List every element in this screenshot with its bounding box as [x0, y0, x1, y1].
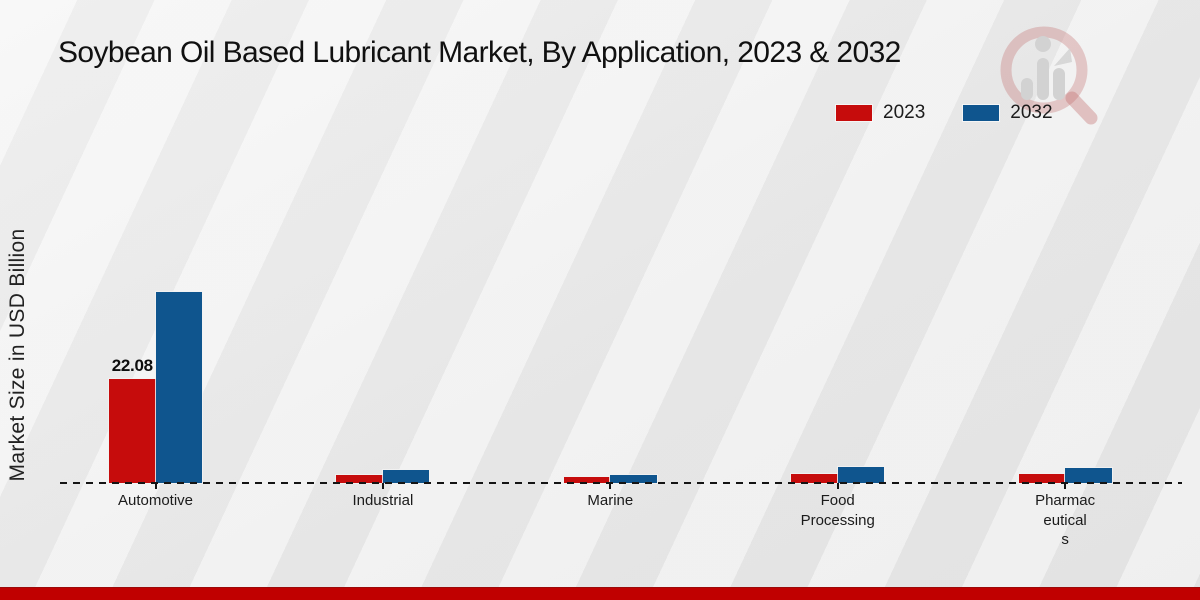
x-axis-baseline — [60, 482, 1182, 484]
bar-2023-marine — [563, 477, 611, 483]
bar-2032-pharmaceuticals — [1065, 467, 1112, 483]
bar-2023-pharmaceuticals — [1018, 474, 1066, 483]
x-axis-tick-automotive — [154, 483, 157, 489]
bar-2032-industrial — [382, 469, 430, 483]
legend-swatch-2032 — [963, 105, 1000, 121]
legend: 2023 2032 — [836, 102, 1053, 124]
x-axis-label-automotive: Automotive — [81, 491, 231, 511]
x-axis-tick-industrial — [381, 483, 384, 489]
x-axis-label-food-processing: Food Processing — [763, 491, 913, 530]
x-axis-label-line: Pharmac — [1035, 492, 1096, 509]
x-axis-label-line: Industrial — [352, 492, 414, 509]
x-axis-label-line: Marine — [587, 492, 634, 509]
x-axis-label-pharmaceuticals: Pharmac eutical s — [990, 491, 1140, 550]
watermark-magnifier-logo — [1000, 26, 1098, 125]
y-axis-title: Market Size in USD Billion — [6, 228, 29, 482]
legend-item-2032: 2032 — [963, 102, 1053, 124]
x-axis-label-line: eutical — [1043, 511, 1087, 529]
footer-bar — [0, 587, 1200, 600]
x-axis-label-line: s — [1061, 531, 1069, 548]
bar-2023-industrial — [336, 474, 383, 483]
x-axis-label-line: Automotive — [117, 492, 194, 509]
bar-2032-food-processing — [837, 467, 885, 483]
bar-2032-marine — [610, 474, 657, 483]
x-axis-tick-pharmaceuticals — [1064, 483, 1067, 489]
legend-label-2023: 2023 — [883, 102, 926, 123]
legend-label-2032: 2032 — [1010, 102, 1053, 123]
x-axis-label-marine: Marine — [535, 491, 685, 511]
x-axis-label-line: Food — [820, 492, 855, 509]
bar-2032-automotive — [155, 291, 202, 483]
x-axis-tick-food-processing — [836, 483, 839, 489]
x-axis-label-line: Processing — [800, 511, 875, 529]
value-label-2023-automotive: 22.08 — [111, 356, 153, 376]
legend-swatch-2023 — [836, 105, 872, 121]
bar-2023-food-processing — [791, 474, 838, 483]
x-axis-label-industrial: Industrial — [308, 491, 458, 511]
bar-2023-automotive — [109, 379, 156, 483]
x-axis-tick-marine — [609, 483, 612, 489]
legend-item-2023: 2023 — [836, 102, 925, 124]
chart-title: Soybean Oil Based Lubricant Market, By A… — [58, 36, 901, 69]
